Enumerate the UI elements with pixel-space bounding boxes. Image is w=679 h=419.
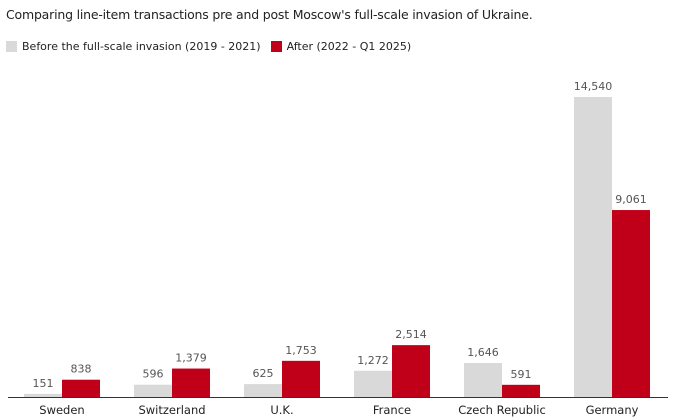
legend-swatch-after (270, 41, 282, 52)
data-label-after-4: 591 (511, 368, 532, 381)
category-label-4: Czech Republic (458, 403, 546, 417)
bar-after-0 (62, 379, 100, 397)
data-label-after-2: 1,753 (285, 344, 317, 357)
legend-swatch-before (6, 41, 17, 52)
bar-before-1 (134, 384, 172, 397)
data-label-before-3: 1,272 (357, 354, 389, 367)
bar-after-4 (502, 384, 540, 397)
data-label-after-5: 9,061 (615, 193, 647, 206)
chart-title: Comparing line-item transactions pre and… (6, 7, 533, 22)
legend: Before the full-scale invasion (2019 - 2… (6, 40, 421, 53)
data-label-after-3: 2,514 (395, 328, 427, 341)
bar-after-2 (282, 360, 320, 397)
category-label-3: France (373, 403, 411, 417)
bar-before-3 (354, 370, 392, 397)
bar-after-5 (612, 210, 650, 397)
data-label-after-0: 838 (71, 363, 92, 376)
data-label-before-5: 14,540 (574, 80, 613, 93)
category-label-1: Switzerland (138, 403, 205, 417)
bar-before-0 (24, 393, 62, 397)
category-label-0: Sweden (39, 403, 84, 417)
bar-before-4 (464, 363, 502, 397)
data-label-before-2: 625 (253, 367, 274, 380)
legend-item-after: After (2022 - Q1 2025) (270, 40, 412, 53)
category-label-2: U.K. (270, 403, 293, 417)
bar-before-5 (574, 97, 612, 397)
legend-label-after: After (2022 - Q1 2025) (286, 40, 412, 53)
legend-item-before: Before the full-scale invasion (2019 - 2… (6, 40, 261, 53)
data-label-before-1: 596 (143, 368, 164, 381)
data-label-before-0: 151 (33, 377, 54, 390)
data-label-before-4: 1,646 (467, 346, 499, 359)
legend-label-before: Before the full-scale invasion (2019 - 2… (22, 40, 261, 53)
bar-after-1 (172, 368, 210, 397)
data-label-after-1: 1,379 (175, 352, 207, 365)
category-label-5: Germany (586, 403, 639, 417)
bar-before-2 (244, 384, 282, 397)
bar-after-3 (392, 345, 430, 397)
